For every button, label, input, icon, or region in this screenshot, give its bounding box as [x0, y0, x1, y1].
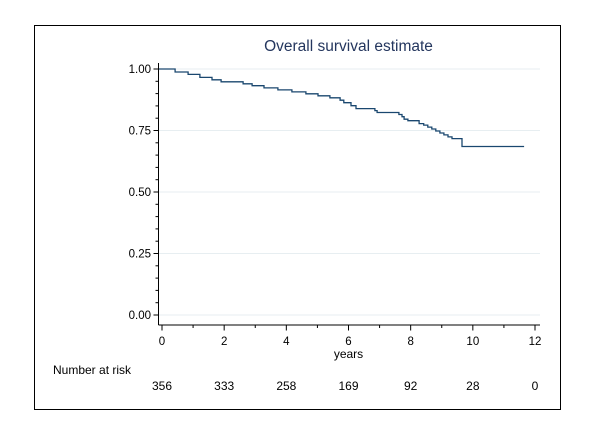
- y-tick-label: 0.00: [129, 310, 151, 322]
- risk-count: 356: [151, 379, 173, 393]
- survival-curve: [159, 68, 525, 148]
- risk-count: 333: [214, 379, 235, 393]
- x-axis-label: years: [333, 347, 364, 361]
- x-tick-label: 12: [529, 336, 542, 348]
- x-tick-label: 0: [159, 336, 165, 348]
- y-tick-label: 1.00: [129, 64, 151, 76]
- risk-table-label: Number at risk: [53, 363, 132, 377]
- x-tick-label: 8: [407, 336, 413, 348]
- risk-count: 28: [466, 379, 480, 393]
- y-tick-label: 0.75: [129, 126, 151, 138]
- y-tick-label: 0.50: [129, 187, 151, 199]
- risk-count: 169: [338, 379, 359, 393]
- x-tick-label: 2: [221, 336, 227, 348]
- x-tick-label: 6: [345, 336, 351, 348]
- x-tick-label: 10: [466, 336, 479, 348]
- chart-title: Overall survival estimate: [264, 38, 433, 55]
- risk-count: 258: [276, 379, 297, 393]
- plot-frame: Overall survival estimate 1.00 0.75 0.50 0.…: [34, 25, 561, 410]
- x-tick-label: 4: [283, 336, 290, 348]
- y-tick-label: 0.25: [129, 249, 151, 261]
- survival-plot: 1.00 0.75 0.50 0.25 0.00 0 2 4 6 8 10 12: [129, 63, 542, 348]
- risk-count: 92: [403, 379, 418, 393]
- risk-count: 0: [531, 379, 539, 393]
